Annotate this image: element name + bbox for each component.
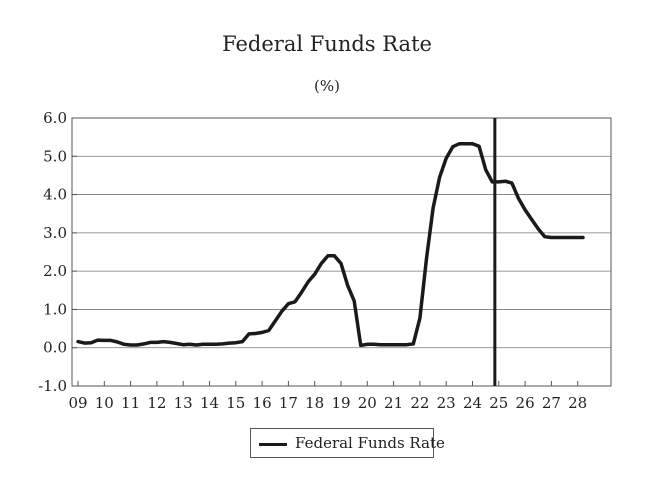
x-tick-label: 11 <box>121 394 140 412</box>
x-tick-label: 17 <box>279 394 298 412</box>
y-tick-label: 1.0 <box>43 300 67 318</box>
x-tick-label: 18 <box>305 394 324 412</box>
y-tick-label: 4.0 <box>43 186 67 204</box>
y-tick-label: 3.0 <box>43 224 67 242</box>
x-tick-label: 25 <box>489 394 508 412</box>
x-tick-label: 10 <box>95 394 114 412</box>
x-tick-label: 14 <box>200 394 219 412</box>
y-tick-label: 5.0 <box>43 147 67 165</box>
x-tick-label: 19 <box>331 394 350 412</box>
x-tick-label: 16 <box>253 394 272 412</box>
chart-subtitle: (%) <box>314 77 340 95</box>
legend-label: Federal Funds Rate <box>295 434 445 452</box>
chart-title: Federal Funds Rate <box>222 32 432 56</box>
x-tick-label: 13 <box>174 394 193 412</box>
y-tick-label: -1.0 <box>38 377 67 395</box>
series-line <box>76 141 585 348</box>
x-tick-label: 28 <box>568 394 587 412</box>
x-tick-label: 09 <box>68 394 87 412</box>
gridlines <box>72 117 611 387</box>
legend: Federal Funds Rate <box>250 428 445 458</box>
x-axis-ticks: 09 10 11 12 13 14 15 16 17 18 19 20 21 22 23 24 25 26 27 28 <box>68 381 587 412</box>
y-tick-label: 6.0 <box>43 109 67 127</box>
x-tick-label: 21 <box>384 394 403 412</box>
x-tick-label: 22 <box>410 394 429 412</box>
plot-area <box>71 117 612 387</box>
x-tick-label: 27 <box>542 394 561 412</box>
x-tick-label: 20 <box>358 394 377 412</box>
x-tick-label: 23 <box>437 394 456 412</box>
x-tick-label: 24 <box>463 394 482 412</box>
y-axis-ticks: 6.0 5.0 4.0 3.0 2.0 1.0 0.0 -1.0 <box>38 109 77 395</box>
y-tick-label: 0.0 <box>43 339 67 357</box>
legend-line-swatch <box>259 443 287 446</box>
x-tick-label: 12 <box>147 394 166 412</box>
series-layer <box>76 141 585 348</box>
y-tick-label: 2.0 <box>43 262 67 280</box>
x-tick-label: 26 <box>516 394 535 412</box>
x-tick-label: 15 <box>226 394 245 412</box>
